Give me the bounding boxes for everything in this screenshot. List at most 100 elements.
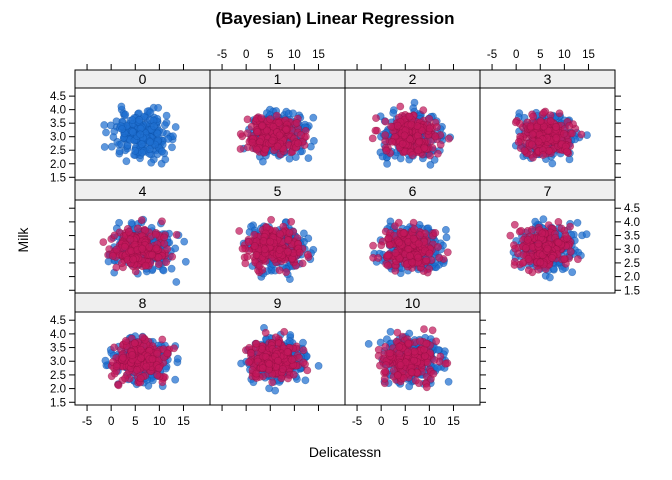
- data-point-red: [136, 345, 145, 354]
- data-point-blue: [171, 123, 180, 131]
- data-point-red: [138, 244, 147, 253]
- data-point-red: [369, 241, 377, 250]
- data-point-red: [265, 359, 274, 368]
- data-point-red: [372, 114, 380, 122]
- data-point-red: [130, 339, 139, 348]
- data-point-blue: [162, 111, 171, 120]
- data-point-blue: [565, 155, 574, 164]
- data-point-blue: [306, 142, 315, 151]
- y-tick-label: 3.0: [50, 356, 66, 368]
- data-point-blue: [100, 121, 109, 129]
- panel-7: 7: [479, 179, 616, 294]
- x-axis-top-col0: [86, 64, 184, 70]
- points-0: [100, 102, 180, 168]
- data-point-red: [247, 349, 255, 357]
- data-point-red: [244, 358, 253, 367]
- data-point-red: [138, 333, 147, 342]
- data-point-red: [250, 230, 259, 239]
- data-point-red: [145, 243, 154, 251]
- data-point-red: [303, 250, 312, 259]
- data-point-blue: [539, 215, 548, 224]
- data-point-red: [423, 358, 432, 367]
- data-point-red: [538, 229, 547, 238]
- y-tick-label: 4.0: [50, 329, 66, 341]
- data-point-red: [430, 356, 439, 364]
- data-point-blue: [309, 113, 318, 122]
- data-point-red: [407, 120, 416, 129]
- data-point-red: [269, 122, 278, 131]
- data-point-red: [422, 256, 431, 264]
- data-point-red: [284, 374, 292, 383]
- data-point-blue: [118, 125, 126, 134]
- data-point-red: [292, 119, 301, 127]
- data-point-red: [252, 369, 261, 378]
- data-point-red: [383, 261, 392, 270]
- x-tick-label: 15: [447, 416, 460, 428]
- data-point-red: [425, 114, 434, 123]
- y-tick-label: 1.5: [624, 285, 640, 297]
- panel-6: 6: [344, 179, 481, 294]
- data-point-red: [393, 328, 402, 337]
- data-point-blue: [131, 146, 139, 155]
- data-point-red: [119, 353, 127, 362]
- data-point-red: [259, 237, 268, 245]
- data-point-blue: [548, 159, 557, 168]
- y-tick-label: 2.0: [50, 159, 66, 171]
- data-point-red: [266, 115, 274, 124]
- data-point-red: [252, 145, 261, 154]
- data-point-red: [410, 347, 419, 356]
- data-point-red: [539, 108, 548, 117]
- data-point-red: [114, 381, 123, 390]
- data-point-red: [566, 222, 574, 231]
- data-point-blue: [582, 230, 591, 239]
- data-point-red: [539, 151, 547, 159]
- panel-10: 10: [344, 292, 481, 406]
- data-point-red: [110, 343, 118, 352]
- data-point-red: [432, 123, 441, 132]
- data-point-red: [385, 240, 394, 249]
- data-point-blue: [146, 108, 155, 117]
- data-point-red: [268, 136, 277, 145]
- data-point-red: [399, 229, 408, 238]
- data-point-red: [299, 346, 308, 355]
- data-point-red: [577, 130, 586, 139]
- data-point-blue: [109, 133, 118, 141]
- data-point-red: [393, 121, 402, 130]
- data-point-red: [132, 365, 141, 374]
- y-tick-label: 4.0: [624, 217, 640, 229]
- data-point-red: [521, 244, 530, 252]
- x-tick-label: 0: [513, 49, 519, 61]
- y-tick-label: 3.0: [624, 244, 640, 256]
- data-point-red: [548, 254, 556, 262]
- data-point-red: [395, 342, 404, 351]
- data-point-red: [431, 228, 440, 237]
- data-point-red: [136, 374, 145, 383]
- data-point-blue: [138, 148, 146, 157]
- data-point-blue: [137, 140, 146, 149]
- strip-label: 9: [274, 295, 282, 311]
- data-point-red: [563, 147, 571, 156]
- points-3: [511, 107, 591, 168]
- data-point-red: [405, 112, 414, 121]
- strip-label: 5: [274, 183, 282, 199]
- data-point-red: [441, 359, 450, 368]
- data-point-red: [162, 258, 171, 267]
- data-point-red: [396, 361, 405, 369]
- data-point-red: [510, 220, 519, 229]
- data-point-red: [425, 249, 434, 258]
- y-tick-label: 1.5: [50, 172, 66, 184]
- data-point-red: [291, 261, 300, 270]
- data-point-red: [420, 143, 429, 152]
- data-point-red: [520, 146, 529, 155]
- data-point-red: [395, 238, 404, 247]
- data-point-red: [283, 236, 292, 245]
- data-point-red: [262, 126, 271, 135]
- data-point-red: [422, 383, 431, 392]
- data-point-blue: [285, 337, 294, 346]
- data-point-red: [272, 111, 281, 120]
- data-point-red: [243, 129, 252, 138]
- data-point-red: [431, 132, 440, 141]
- data-point-red: [400, 131, 409, 140]
- data-point-red: [410, 225, 419, 233]
- y-axis-left-row0: 1.52.02.53.03.54.04.5: [50, 91, 75, 184]
